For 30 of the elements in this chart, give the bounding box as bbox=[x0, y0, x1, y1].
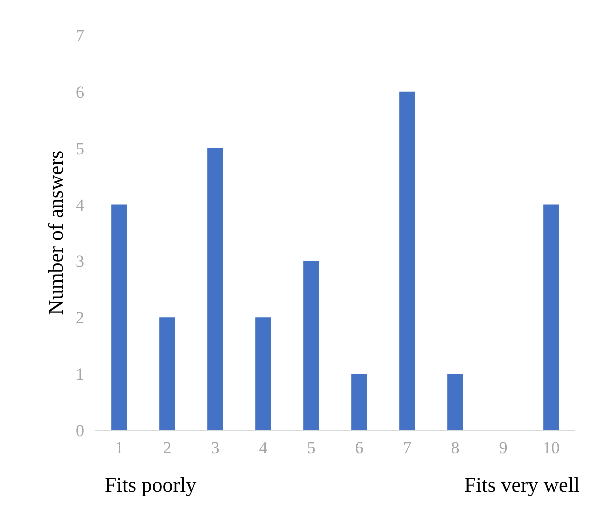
bar bbox=[352, 374, 368, 430]
bar bbox=[112, 204, 128, 430]
text: Fits poorly bbox=[105, 472, 197, 499]
bar bbox=[160, 318, 176, 430]
bar bbox=[400, 92, 416, 430]
bar bbox=[304, 261, 320, 430]
x-tick-label: 8 bbox=[451, 438, 460, 458]
y-tick-label: 0 bbox=[76, 422, 84, 440]
y-tick-label: 7 bbox=[76, 26, 85, 46]
y-tick-label: 4 bbox=[76, 196, 85, 215]
y-axis-title: Number of answers bbox=[44, 150, 68, 316]
x-tick-label: 7 bbox=[403, 438, 412, 458]
x-tick-label: 10 bbox=[543, 438, 560, 458]
x-tick-label: 4 bbox=[259, 438, 268, 458]
x-tick-label: 5 bbox=[307, 438, 316, 458]
y-tick-label: 6 bbox=[76, 82, 84, 102]
y-tick-label: 3 bbox=[76, 252, 84, 272]
text: Fits very well bbox=[464, 472, 580, 499]
bar bbox=[448, 374, 464, 430]
x-tick-label: 6 bbox=[355, 438, 364, 458]
x-tick-label: 1 bbox=[115, 438, 124, 458]
x-tick-label: 2 bbox=[163, 438, 172, 458]
y-tick-label: 5 bbox=[76, 139, 84, 158]
bar bbox=[208, 148, 224, 430]
y-tick-label: 2 bbox=[76, 308, 84, 328]
x-tick-label: 9 bbox=[499, 438, 508, 458]
x-tick-label: 3 bbox=[211, 438, 220, 458]
bar bbox=[544, 204, 560, 430]
y-tick-label: 1 bbox=[76, 365, 84, 384]
bar bbox=[256, 318, 272, 430]
